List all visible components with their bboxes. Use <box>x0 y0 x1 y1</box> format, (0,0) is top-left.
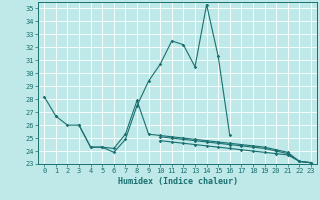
X-axis label: Humidex (Indice chaleur): Humidex (Indice chaleur) <box>118 177 238 186</box>
